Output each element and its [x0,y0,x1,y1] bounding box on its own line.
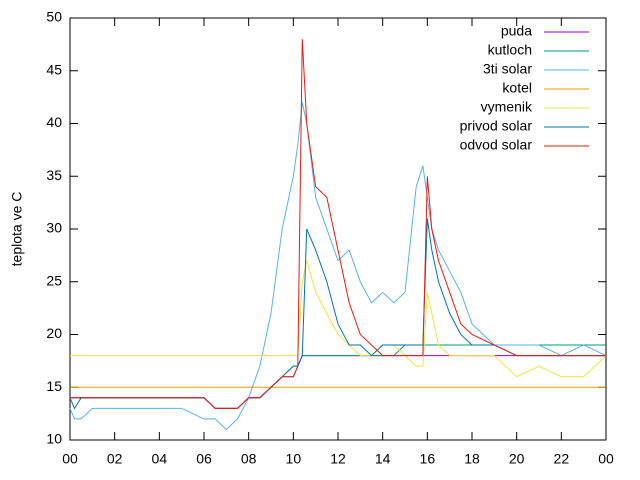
series-line [70,355,606,409]
x-tick-label: 14 [375,451,391,467]
y-tick-label: 10 [46,431,62,447]
y-tick-label: 20 [46,325,62,341]
y-tick-label: 35 [46,167,62,183]
legend-label: 3ti solar [483,61,532,77]
series-line [69,102,607,431]
legend-label: odvod solar [460,137,533,153]
legend-label: vymenik [481,99,533,115]
x-tick-label: 08 [241,451,257,467]
x-tick-label: 10 [286,451,302,467]
y-tick-label: 25 [46,272,62,288]
legend-label: kotel [502,80,532,96]
x-tick-label: 18 [464,451,480,467]
x-tick-label: 22 [554,451,570,467]
legend-label: puda [501,23,532,39]
x-tick-label: 12 [330,451,346,467]
series-line [70,260,607,378]
x-tick-label: 16 [420,451,436,467]
y-tick-label: 15 [46,378,62,394]
series-line [70,39,606,409]
x-tick-label: 00 [62,451,78,467]
y-tick-label: 40 [46,114,62,130]
x-tick-label: 04 [152,451,168,467]
x-tick-label: 02 [107,451,123,467]
series-line [70,344,606,409]
x-tick-label: 20 [509,451,525,467]
y-tick-label: 30 [46,220,62,236]
x-tick-label: 06 [196,451,212,467]
legend-label: kutloch [488,42,532,58]
legend-label: privod solar [460,118,533,134]
y-tick-label: 45 [46,61,62,77]
x-tick-label: 00 [598,451,614,467]
series-line [69,218,606,410]
y-tick-label: 50 [46,9,62,25]
y-axis-label: teplota ve C [9,192,25,267]
